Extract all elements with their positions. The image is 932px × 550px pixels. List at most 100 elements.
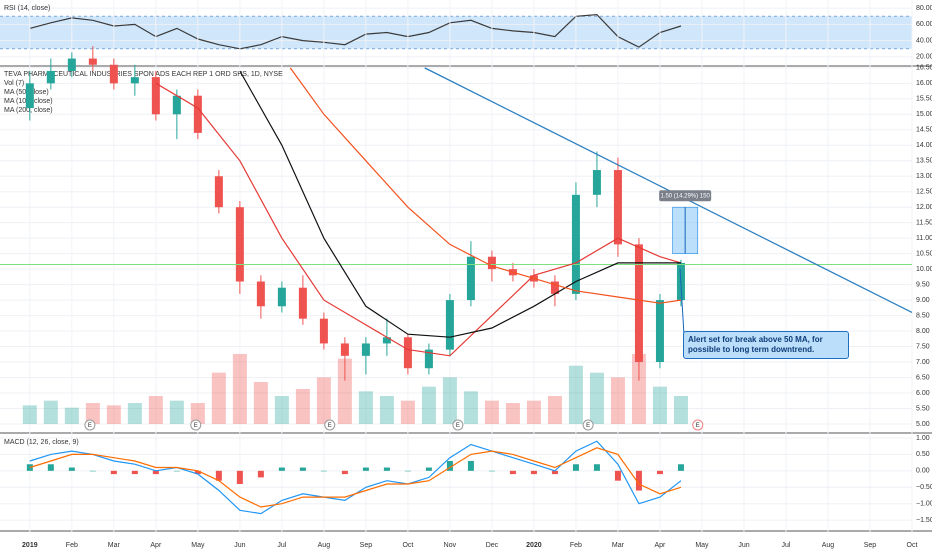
x-tick-label: Sep: [360, 542, 373, 549]
candle-body: [571, 194, 580, 294]
candle-body: [256, 281, 265, 307]
y-tick-label: 14.00: [916, 142, 932, 149]
candle-body: [613, 170, 622, 245]
x-tick-label: Mar: [108, 542, 121, 549]
x-tick-label: Mar: [612, 542, 625, 549]
x-tick-label: Jul: [277, 542, 286, 549]
volume-bar: [43, 400, 58, 424]
macd-histogram-bar: [509, 470, 516, 475]
x-tick-label: Aug: [822, 542, 835, 549]
candle-body: [550, 281, 559, 294]
candle-body: [403, 337, 412, 369]
y-tick-label: 9.00: [916, 297, 930, 304]
candle-body: [193, 95, 202, 133]
volume-bar: [610, 377, 625, 424]
volume-bar: [526, 400, 541, 424]
series-line: [29, 13, 682, 50]
x-tick-label: Feb: [570, 542, 582, 549]
y-tick-label: 11.50: [916, 220, 932, 227]
macd-histogram-bar: [89, 470, 96, 472]
earnings-label: E: [328, 423, 332, 429]
y-tick-label: 0.50: [916, 451, 930, 458]
candle-body: [466, 256, 475, 301]
y-tick-label: −0.50: [916, 484, 932, 491]
earnings-marker: [324, 419, 336, 431]
panel-title: TEVA PHARMACEUTICAL INDUSTRIES SPON ADS …: [4, 71, 283, 78]
y-tick-label: 12.50: [916, 189, 932, 196]
x-tick-label: May: [191, 542, 205, 549]
macd-histogram-bar: [341, 470, 348, 475]
y-tick-label: 8.50: [916, 312, 930, 319]
candle-body: [235, 207, 244, 282]
y-tick-label: 15.50: [916, 96, 932, 103]
macd-histogram-bar: [215, 470, 222, 481]
macd-histogram-bar: [656, 470, 663, 475]
macd-histogram-bar: [551, 470, 558, 475]
candle-body: [88, 58, 97, 65]
candle-body: [67, 58, 76, 71]
volume-bar: [295, 389, 310, 424]
y-tick-label: 16.00: [916, 80, 932, 87]
x-tick-label: Aug: [318, 542, 331, 549]
panel-title: MACD (12, 26, close, 9): [4, 439, 79, 446]
macd-histogram-bar: [194, 470, 201, 475]
volume-bar: [589, 372, 604, 424]
macd-histogram-bar: [677, 464, 684, 471]
volume-bar: [400, 400, 415, 424]
volume-bar: [274, 396, 289, 424]
annotation: Alert set for break above 50 MA, for pos…: [683, 331, 849, 359]
x-tick-label: Jun: [738, 542, 749, 549]
macd-histogram-bar: [257, 470, 264, 478]
measure-label-bg: [659, 190, 712, 202]
legend-entry: Vol (7): [4, 80, 24, 87]
macd-histogram-bar: [593, 464, 600, 471]
y-tick-label: −1.00: [916, 501, 932, 508]
y-tick-label: 12.00: [916, 204, 932, 211]
x-tick-label: 2019: [22, 542, 38, 549]
y-tick-label: 13.00: [916, 173, 932, 180]
y-tick-label: 11.00: [916, 235, 932, 242]
x-tick-label: Jul: [781, 542, 790, 549]
volume-bar: [253, 382, 268, 424]
x-tick-label: Apr: [654, 542, 666, 549]
candle-body: [592, 170, 601, 195]
volume-bar: [85, 403, 100, 424]
macd-histogram-bar: [635, 470, 642, 491]
candle-body: [151, 77, 160, 115]
volume-bar: [190, 403, 205, 424]
y-tick-label: 6.50: [916, 374, 930, 381]
candle-body: [46, 70, 55, 84]
series-line: [155, 82, 682, 357]
y-tick-label: 9.50: [916, 281, 930, 288]
earnings-label: E: [586, 423, 590, 429]
candle-body: [445, 300, 454, 350]
macd-histogram-bar: [446, 460, 453, 471]
measure-label: 1.50 (14.29%) 150: [660, 193, 710, 199]
macd-histogram-bar: [68, 467, 75, 471]
x-tick-label: Oct: [907, 542, 918, 549]
macd-histogram-bar: [47, 464, 54, 471]
y-tick-label: 1.00: [916, 435, 930, 442]
candle-body: [487, 256, 496, 270]
earnings-label: E: [88, 423, 92, 429]
earnings-marker: [190, 419, 202, 431]
volume-bar: [505, 403, 520, 424]
volume-bar: [358, 391, 373, 424]
earnings-marker: [452, 419, 464, 431]
volume-bar: [631, 354, 646, 424]
y-tick-label: 0.00: [916, 468, 930, 475]
x-tick-label: May: [695, 542, 709, 549]
macd-histogram-bar: [320, 470, 327, 472]
series-line: [29, 447, 682, 508]
y-tick-label: 60.00: [916, 21, 932, 28]
volume-bar: [148, 396, 163, 424]
y-tick-label: 13.50: [916, 158, 932, 165]
y-tick-label: 8.00: [916, 328, 930, 335]
macd-histogram-bar: [362, 467, 369, 471]
y-tick-label: 5.00: [916, 421, 930, 428]
earnings-marker: [84, 419, 96, 431]
y-tick-label: 7.00: [916, 359, 930, 366]
volume-bar: [652, 386, 667, 424]
macd-histogram-bar: [299, 467, 306, 471]
